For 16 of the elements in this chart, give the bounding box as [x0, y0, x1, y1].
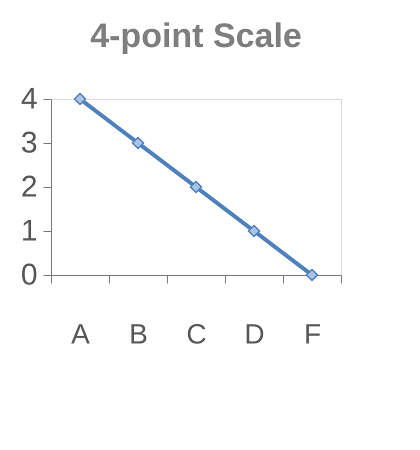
y-tick-label: 2: [20, 170, 38, 204]
x-tick-label: D: [244, 318, 265, 350]
y-tick-label: 0: [20, 258, 38, 292]
x-tick-label: F: [304, 318, 322, 350]
point: [132, 136, 144, 150]
x-tick-label: B: [129, 318, 148, 350]
chart-title: 4-point Scale: [90, 17, 302, 55]
y-tick-label: 3: [20, 126, 38, 160]
point: [248, 224, 260, 238]
x-tick-label: C: [186, 318, 207, 350]
x-tick-label: A: [71, 318, 90, 350]
point: [190, 180, 202, 194]
point: [306, 268, 318, 282]
y-tick-label: 4: [20, 82, 38, 116]
y-tick-label: 1: [20, 214, 38, 248]
point: [74, 92, 86, 106]
